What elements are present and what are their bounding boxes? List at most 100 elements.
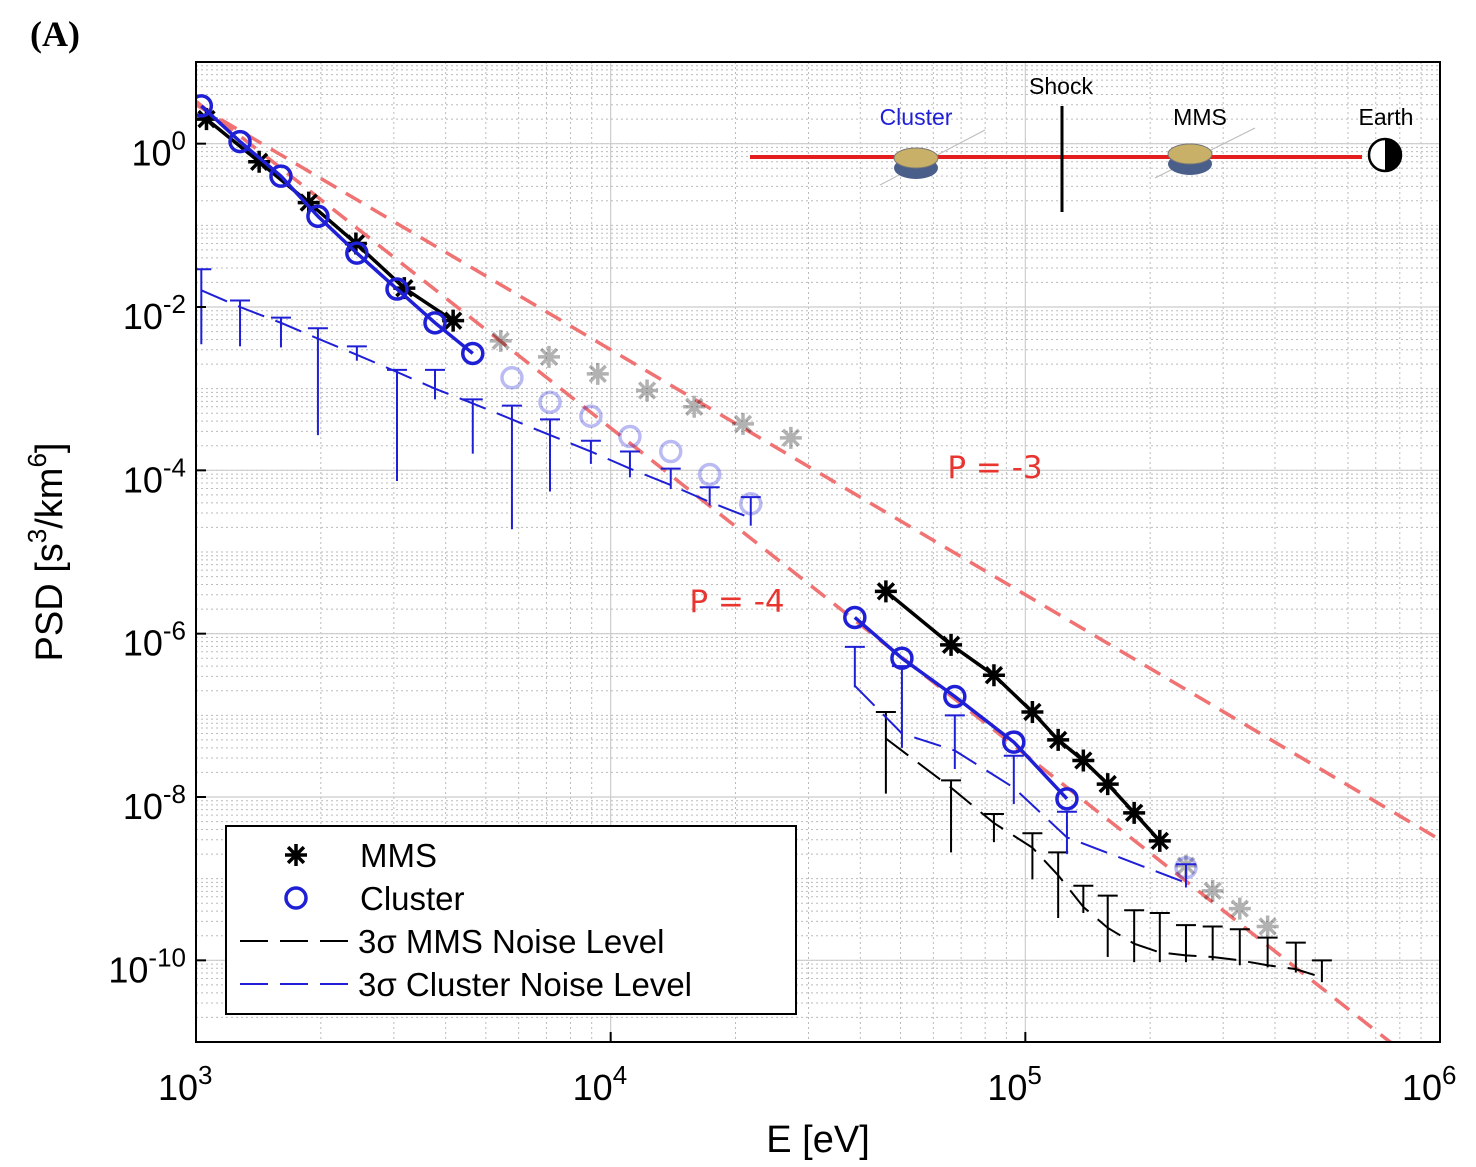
y-label-part: PSD [s xyxy=(29,543,71,661)
tick-base: 10 xyxy=(123,786,163,827)
y-label-part: 6 xyxy=(22,453,52,467)
grid xyxy=(195,62,1441,1042)
series-line xyxy=(853,616,1069,801)
tick-exponent: 0 xyxy=(172,126,186,156)
legend: MMS Cluster 3σ MMS Noise Level 3σ Cluster N… xyxy=(225,825,797,1015)
star-marker xyxy=(537,345,560,368)
earth-icon xyxy=(1367,137,1403,173)
circle-marker xyxy=(284,886,308,910)
circle-marker xyxy=(345,241,369,265)
star-marker xyxy=(196,108,218,131)
circle-marker xyxy=(538,390,562,415)
satellite-icon xyxy=(879,129,986,186)
star-marker xyxy=(1072,749,1095,772)
legend-label: 3σ Cluster Noise Level xyxy=(358,966,692,1003)
power-law-line xyxy=(196,99,1393,1042)
tick-exponent: 4 xyxy=(613,1060,627,1090)
star-marker xyxy=(1201,879,1224,902)
tick-exponent: -6 xyxy=(163,616,186,646)
star-marker xyxy=(636,379,659,402)
circle-marker xyxy=(843,605,867,630)
tick-exponent: 5 xyxy=(1027,1060,1041,1090)
circle-marker xyxy=(423,311,447,335)
tick-exponent: 6 xyxy=(1442,1060,1456,1090)
inset-label: Earth xyxy=(1359,104,1414,130)
satellite-icon xyxy=(1154,127,1256,179)
star-marker xyxy=(586,362,609,385)
series-line xyxy=(854,685,1187,884)
tick-exponent: -4 xyxy=(163,452,186,482)
inset-label: Cluster xyxy=(880,104,953,130)
inset-diagram: Cluster Shock MMS Earth xyxy=(750,73,1413,212)
star-marker xyxy=(1228,897,1251,920)
tick-base: 10 xyxy=(158,1067,198,1108)
y-label-part: ] xyxy=(29,443,71,454)
axes-frame xyxy=(195,61,1441,1043)
legend-box xyxy=(225,825,797,1015)
star-marker xyxy=(1021,700,1044,723)
y-label-part: 3 xyxy=(22,529,52,543)
circle-marker xyxy=(697,462,722,487)
tick-base: 10 xyxy=(987,1067,1027,1108)
circle-marker xyxy=(196,94,214,118)
star-marker xyxy=(731,412,754,435)
star-marker xyxy=(442,309,465,332)
star-marker xyxy=(1047,728,1070,751)
circle-marker xyxy=(943,684,967,709)
circle-marker xyxy=(618,424,642,449)
circle-marker xyxy=(1055,787,1079,811)
star-marker xyxy=(982,664,1005,687)
inset-label: Shock xyxy=(1029,73,1093,99)
circle-marker xyxy=(228,129,252,154)
star-marker xyxy=(285,844,307,866)
star-marker xyxy=(1123,801,1146,824)
tick-base: 10 xyxy=(123,459,163,500)
tick-label: 10-2 xyxy=(123,289,186,337)
plot-area xyxy=(196,94,1332,983)
tick-base: 10 xyxy=(123,296,163,337)
tick-exponent: 3 xyxy=(198,1060,212,1090)
x-axis-label: E [eV] xyxy=(766,1119,870,1161)
circle-marker xyxy=(1002,730,1026,754)
circle-marker xyxy=(461,341,485,366)
series-line xyxy=(205,117,455,323)
tick-label: 10-8 xyxy=(123,779,186,827)
tick-label: 10-10 xyxy=(108,942,186,990)
star-marker xyxy=(297,191,320,214)
star-marker xyxy=(248,150,271,173)
circle-marker xyxy=(269,164,293,188)
inset-label: MMS xyxy=(1173,104,1227,130)
tick-exponent: -10 xyxy=(148,942,186,972)
star-marker xyxy=(874,580,897,603)
star-marker xyxy=(1096,773,1119,796)
tick-label: 104 xyxy=(573,1060,628,1108)
circle-marker xyxy=(500,366,524,390)
tick-label: 103 xyxy=(158,1060,213,1108)
tick-base: 10 xyxy=(1402,1067,1442,1108)
circle-marker xyxy=(658,439,683,464)
star-marker xyxy=(1256,915,1279,938)
power-laws xyxy=(196,99,1440,1042)
tick-base: 10 xyxy=(108,949,148,990)
star-marker xyxy=(1148,829,1171,852)
circle-marker xyxy=(385,277,409,301)
legend-label: Cluster xyxy=(360,880,465,917)
star-marker xyxy=(683,395,706,418)
panel-label: (A) xyxy=(30,14,80,54)
circle-marker xyxy=(579,404,603,428)
tick-base: 10 xyxy=(131,133,171,174)
star-marker xyxy=(393,277,416,300)
power-law-label: P = -3 xyxy=(947,450,1042,486)
tick-base: 10 xyxy=(573,1067,613,1108)
tick-label: 10-6 xyxy=(123,616,186,664)
power-law-label: P = -4 xyxy=(689,584,784,620)
star-marker xyxy=(779,426,802,449)
star-marker xyxy=(489,329,512,352)
tick-label: 100 xyxy=(131,126,186,174)
tick-exponent: -8 xyxy=(163,779,186,809)
tick-label: 105 xyxy=(987,1060,1042,1108)
circle-marker xyxy=(306,204,330,229)
tick-exponent: -2 xyxy=(163,289,186,319)
